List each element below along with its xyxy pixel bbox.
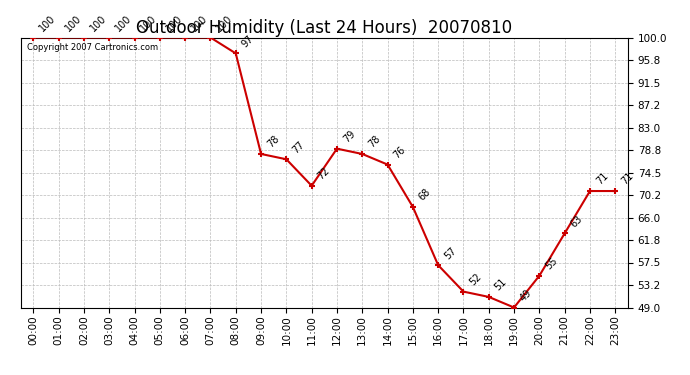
Text: 100: 100	[113, 13, 133, 33]
Text: 55: 55	[544, 256, 560, 272]
Text: 77: 77	[290, 139, 306, 155]
Text: 79: 79	[341, 129, 357, 144]
Text: 100: 100	[63, 13, 83, 33]
Text: 100: 100	[37, 13, 57, 33]
Text: 68: 68	[417, 187, 433, 203]
Text: 57: 57	[442, 245, 458, 261]
Text: 49: 49	[518, 288, 534, 303]
Text: 100: 100	[189, 13, 209, 33]
Text: 100: 100	[215, 13, 235, 33]
Text: 72: 72	[316, 166, 332, 182]
Text: 100: 100	[164, 13, 184, 33]
Text: 100: 100	[139, 13, 159, 33]
Text: 71: 71	[620, 171, 635, 187]
Text: 78: 78	[366, 134, 382, 150]
Text: 63: 63	[569, 213, 584, 229]
Text: 97: 97	[240, 33, 256, 49]
Text: 71: 71	[594, 171, 610, 187]
Text: 100: 100	[88, 13, 108, 33]
Text: 52: 52	[468, 272, 484, 288]
Text: 76: 76	[392, 145, 408, 160]
Text: 51: 51	[493, 277, 509, 293]
Text: 78: 78	[265, 134, 281, 150]
Text: Outdoor Humidity (Last 24 Hours)  20070810: Outdoor Humidity (Last 24 Hours) 2007081…	[136, 19, 513, 37]
Text: Copyright 2007 Cartronics.com: Copyright 2007 Cartronics.com	[27, 43, 158, 52]
